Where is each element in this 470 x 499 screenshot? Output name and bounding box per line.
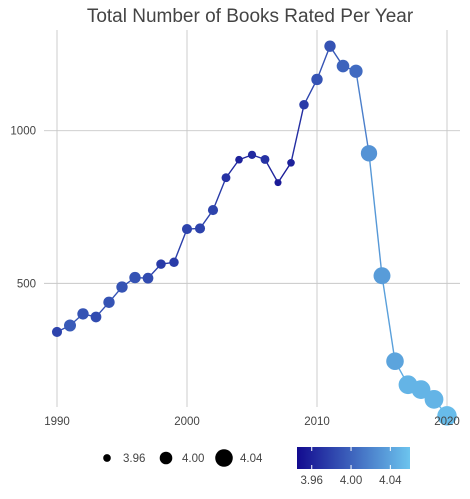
x-tick-label: 2000	[174, 416, 200, 428]
data-point-2003	[221, 173, 231, 183]
chart-title: Total Number of Books Rated Per Year	[87, 6, 414, 27]
data-point-2014	[360, 145, 378, 162]
y-tick-label: 500	[17, 278, 36, 290]
series-line-segment	[355, 70, 370, 155]
series-line-segment	[368, 152, 383, 277]
y-tick-label: 1000	[10, 126, 36, 138]
data-point-1996	[129, 271, 141, 284]
data-point-2011	[324, 40, 336, 52]
data-point-2018	[411, 380, 431, 399]
size-legend-dot	[103, 454, 111, 462]
data-point-1992	[77, 308, 89, 320]
data-point-1999	[169, 257, 179, 268]
data-point-1997	[142, 272, 154, 284]
gridlines	[44, 30, 460, 407]
data-point-2019	[424, 389, 444, 409]
colorbar	[297, 447, 410, 469]
data-point-2010	[311, 73, 323, 86]
data-point-2008	[287, 158, 295, 167]
data-point-1994	[103, 296, 115, 308]
data-point-2015	[373, 267, 391, 285]
data-point-2004	[235, 155, 243, 164]
data-point-2016	[386, 352, 404, 370]
x-axis-ticks: 1990 2000 2010 2020	[44, 416, 460, 428]
data-point-2007	[274, 179, 282, 187]
points	[51, 40, 457, 426]
color-legend-label: 4.00	[340, 475, 362, 487]
data-point-2005	[247, 150, 257, 159]
color-legend-label: 4.04	[379, 475, 402, 487]
data-point-1990	[51, 326, 63, 337]
x-tick-label: 2010	[304, 416, 330, 428]
size-legend-label: 3.96	[123, 453, 145, 465]
data-point-2000	[181, 223, 193, 235]
data-point-2002	[207, 205, 219, 216]
series-line-segment	[173, 228, 188, 264]
size-legend-dot	[159, 451, 173, 465]
series-line-segment	[290, 104, 305, 164]
y-axis-ticks: 500 1000	[10, 126, 36, 291]
data-point-2020	[437, 406, 457, 426]
x-tick-label: 1990	[44, 416, 70, 428]
size-legend-label: 4.00	[182, 453, 204, 465]
data-point-2009	[299, 100, 309, 110]
data-point-2013	[349, 64, 363, 78]
data-point-2001	[194, 223, 206, 234]
data-point-2006	[260, 154, 270, 164]
data-point-1998	[156, 259, 166, 269]
x-tick-label: 2020	[434, 416, 460, 428]
data-point-1993	[90, 311, 102, 323]
series-line-segment	[381, 275, 396, 362]
data-point-1995	[116, 281, 128, 293]
data-point-1991	[64, 319, 76, 332]
series-line-segment	[316, 45, 331, 81]
series-line-segment	[212, 177, 227, 211]
data-point-2012	[336, 59, 350, 73]
color-legend: 3.96 4.00 4.04	[297, 447, 410, 487]
size-legend-label: 4.04	[240, 453, 263, 465]
size-legend: 3.96 4.00 4.04	[103, 449, 263, 467]
series-line-segment	[277, 162, 292, 184]
size-legend-dot	[215, 449, 233, 467]
color-legend-label: 3.96	[301, 475, 323, 487]
